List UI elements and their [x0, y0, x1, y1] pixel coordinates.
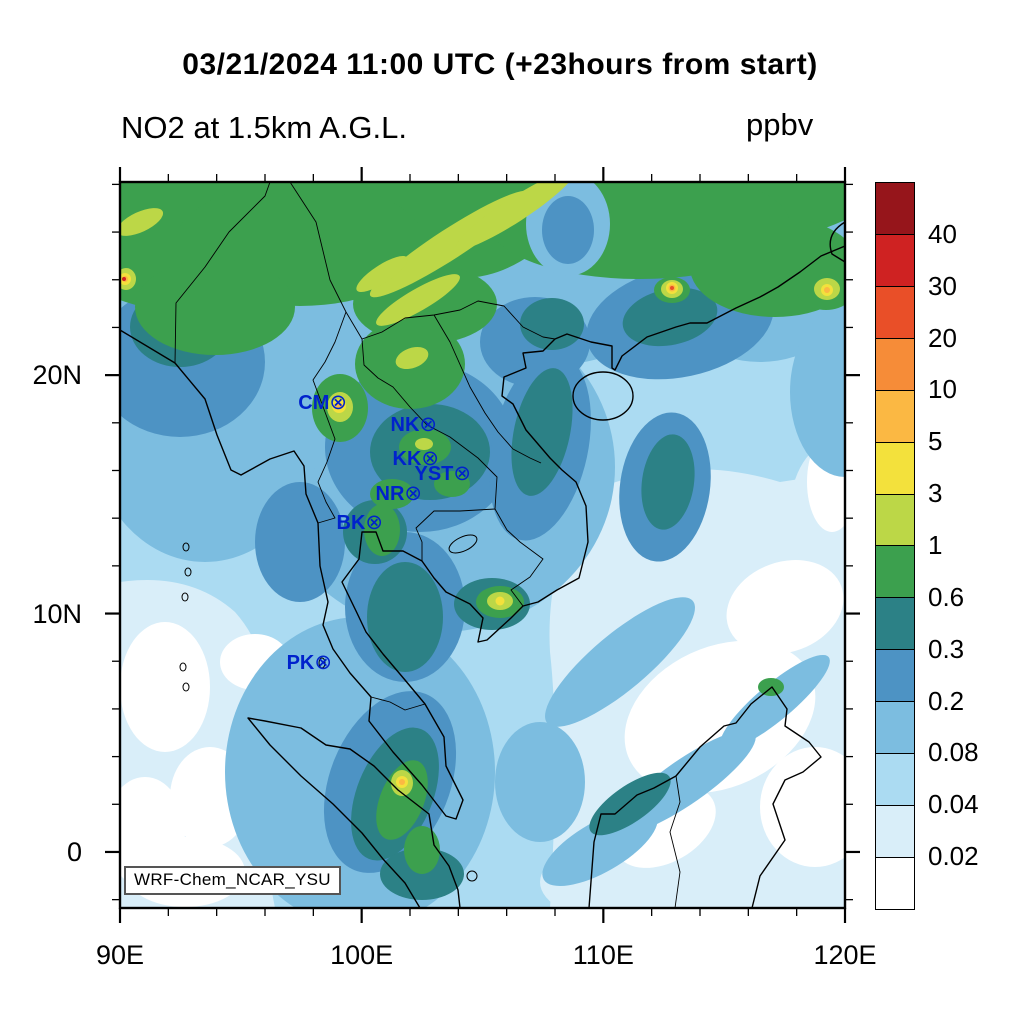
- colorbar-labels: 0.02 0.04 0.08 0.2 0.3 0.6 1 3 5 10 20 30 40: [928, 182, 1018, 908]
- country-borders: [174, 182, 681, 908]
- colorbar-level-label: 20: [928, 322, 957, 353]
- x-axis-label: 90E: [95, 940, 145, 970]
- y-axis-label: 20N: [32, 360, 82, 391]
- colorbar-cell: [876, 390, 914, 443]
- concentration-field: [120, 182, 845, 908]
- colorbar-cell: [876, 286, 914, 339]
- y-axis-label: 0: [66, 836, 82, 867]
- colorbar: [875, 182, 915, 910]
- colorbar-cell: [876, 546, 914, 599]
- colorbar-cell: [876, 442, 914, 495]
- station-marker-cm: CM⊗: [298, 391, 347, 414]
- colorbar-level-label: 0.04: [928, 789, 979, 820]
- map-frame: [118, 180, 847, 910]
- map-plot: [105, 167, 860, 923]
- colorbar-level-label: 30: [928, 270, 957, 301]
- colorbar-cell: [876, 702, 914, 755]
- variable-title: NO2 at 1.5km A.G.L.: [121, 110, 408, 145]
- station-label: NK: [390, 414, 420, 436]
- model-annotation-text: WRF-Chem_NCAR_YSU: [134, 870, 331, 889]
- colorbar-level-label: 0.02: [928, 841, 979, 872]
- coastlines: [120, 221, 845, 908]
- station-symbol-icon: ⊗: [404, 482, 422, 505]
- colorbar-level-label: 0.3: [928, 633, 965, 664]
- station-label: PK: [286, 652, 315, 674]
- x-axis-labels: 90E 100E 110E 120E: [96, 940, 877, 974]
- station-label: YST: [414, 463, 454, 485]
- station-symbol-icon: ⊗: [421, 447, 439, 470]
- y-axis-labels: 0 10N 20N: [0, 182, 88, 908]
- station-marker-yst: YST⊗: [414, 462, 471, 485]
- x-axis-label: 120E: [813, 940, 877, 970]
- colorbar-cell: [876, 598, 914, 651]
- station-symbol-icon: ⊗: [329, 391, 347, 414]
- x-axis-label: 110E: [572, 940, 634, 970]
- colorbar-cell: [876, 650, 914, 703]
- station-marker-nr: NR⊗: [375, 482, 423, 505]
- colorbar-cell: [876, 183, 914, 235]
- colorbar-level-label: 0.08: [928, 737, 979, 768]
- colorbar-level-label: 10: [928, 374, 957, 405]
- station-label: KK: [392, 448, 422, 470]
- station-label: CM: [298, 392, 330, 414]
- colorbar-cell: [876, 338, 914, 391]
- colorbar-level-label: 40: [928, 218, 957, 249]
- station-marker-nk: NK⊗: [390, 413, 438, 436]
- colorbar-level-label: 0.2: [928, 685, 965, 716]
- station-marker-pk: PK⊗: [286, 651, 332, 674]
- station-symbol-icon: ⊗: [453, 462, 471, 485]
- colorbar-cell: [876, 806, 914, 858]
- colorbar-cell: [876, 234, 914, 287]
- stations-layer: CM⊗ NK⊗ KK⊗ YST⊗ NR⊗ BK⊗ PK⊗: [120, 182, 845, 908]
- colorbar-level-label: 0.6: [928, 581, 965, 612]
- colorbar-cell: [876, 494, 914, 547]
- colorbar-level-label: 1: [928, 530, 943, 560]
- colorbar-cell: [876, 754, 914, 807]
- colorbar-level-label: 5: [928, 426, 943, 457]
- station-marker-bk: BK⊗: [336, 511, 384, 534]
- map-panel: CM⊗ NK⊗ KK⊗ YST⊗ NR⊗ BK⊗ PK⊗ WRF-Chem_NCAR_YSU: [105, 167, 860, 923]
- station-symbol-icon: ⊗: [314, 651, 332, 674]
- colorbar-level-label: 3: [928, 478, 943, 509]
- station-label: NR: [375, 483, 405, 505]
- station-symbol-icon: ⊗: [365, 511, 383, 534]
- y-axis-label: 10N: [32, 598, 82, 629]
- x-axis-label: 100E: [330, 940, 394, 970]
- station-label: BK: [336, 512, 366, 534]
- station-marker-kk: KK⊗: [392, 447, 440, 470]
- model-annotation-box: WRF-Chem_NCAR_YSU: [124, 866, 341, 895]
- datetime-title: 03/21/2024 11:00 UTC (+23hours from star…: [182, 48, 818, 81]
- units-label: ppbv: [746, 107, 814, 142]
- axis-ticks: [105, 167, 860, 923]
- colorbar-cell: [876, 857, 914, 909]
- station-symbol-icon: ⊗: [419, 413, 437, 436]
